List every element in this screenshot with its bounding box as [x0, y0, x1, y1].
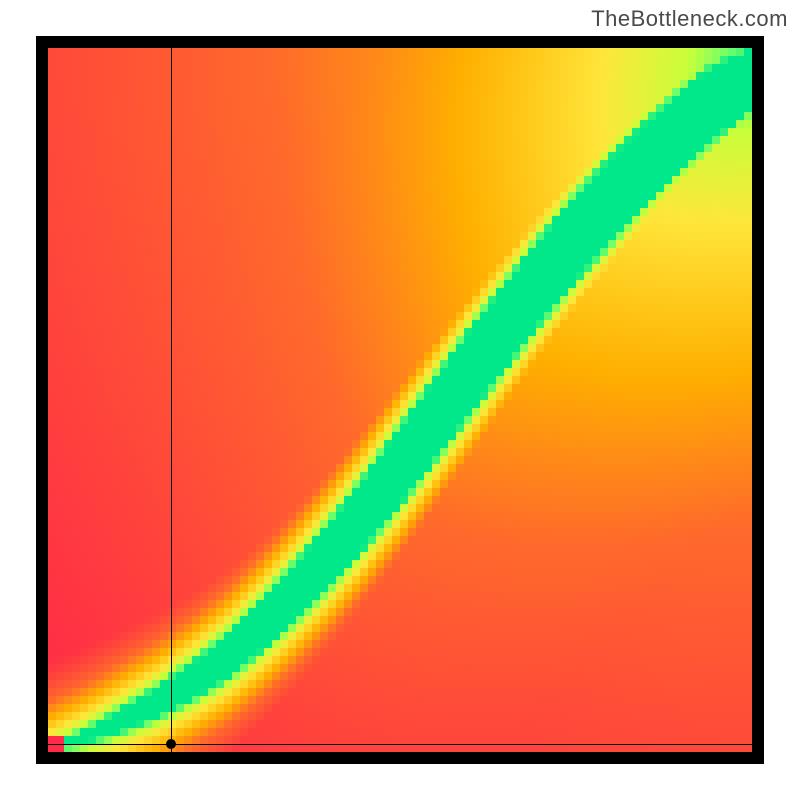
crosshair-vertical: [171, 48, 172, 752]
crosshair-horizontal: [48, 744, 752, 745]
chart-frame: [36, 36, 764, 764]
attribution-text: TheBottleneck.com: [591, 6, 788, 32]
heatmap-canvas: [48, 48, 752, 752]
crosshair-marker: [166, 739, 176, 749]
plot-area: [48, 48, 752, 752]
